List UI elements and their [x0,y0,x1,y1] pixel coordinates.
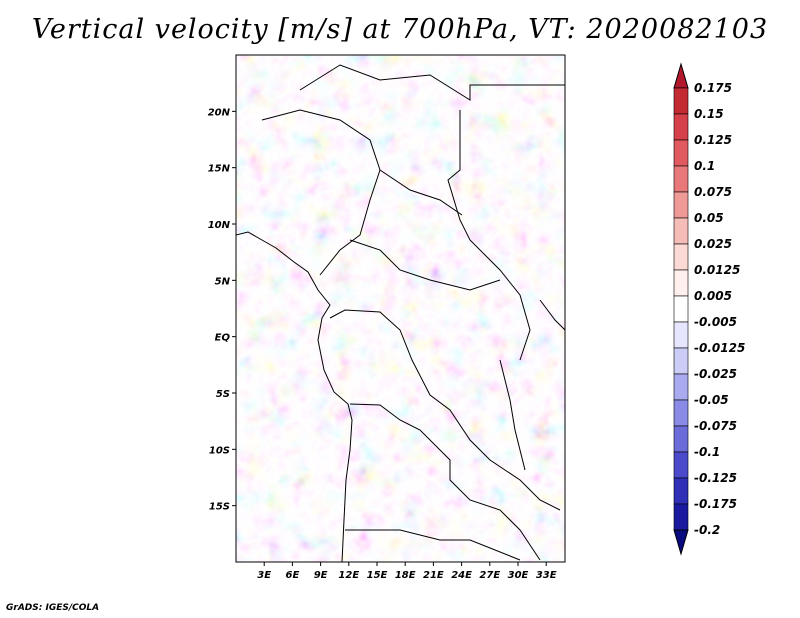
colorbar-box [673,139,689,167]
colorbar-label: -0.05 [694,393,729,407]
lon-label: 30E [508,570,529,581]
colorbar-label: 0.1 [694,159,715,173]
colorbar-label: 0.125 [694,133,732,147]
colorbar-box [673,477,689,505]
colorbar-box [673,87,689,115]
lon-label: 33E [536,570,557,581]
lon-label: 21E [423,570,444,581]
velocity-field [236,55,565,562]
colorbar-label: -0.1 [694,445,720,459]
colorbar-box [673,347,689,375]
colorbar-box [673,243,689,271]
colorbar-box [673,425,689,453]
colorbar-label: 0.005 [694,289,732,303]
credit-label: GrADS: IGES/COLA [6,603,100,613]
lat-label: 10N [208,220,231,231]
lat-label: 5S [216,389,230,400]
colorbar-label: -0.2 [694,523,720,537]
lat-label: EQ [215,333,231,344]
lon-label: 6E [286,570,300,581]
lon-label: 24E [451,570,472,581]
lon-label: 15E [367,570,388,581]
latitude-axis: 20N 15N 10N 5N EQ 5S 10S 15S [208,107,236,513]
colorbar-label: 0.175 [694,81,732,95]
colorbar-label: 0.075 [694,185,732,199]
colorbar-bottom-arrow [673,529,689,556]
map-frame [235,54,566,563]
colorbar-top-arrow [673,62,689,89]
colorbar-label: -0.075 [694,419,737,433]
colorbar-label: 0.05 [694,211,724,225]
colorbar-label: -0.025 [694,367,737,381]
lat-label: 5N [215,276,231,287]
colorbar-label: -0.005 [694,315,737,329]
colorbar-label: -0.125 [694,471,737,485]
lat-label: 20N [208,107,231,118]
colorbar-box [673,217,689,245]
lon-label: 18E [395,570,416,581]
lon-label: 9E [314,570,328,581]
colorbar-box [673,451,689,479]
colorbar-box [673,399,689,427]
colorbar-box [673,269,689,297]
colorbar-box [673,295,689,323]
lon-label: 12E [338,570,359,581]
lon-label: 27E [479,570,500,581]
lat-label: 15S [209,502,230,513]
colorbar-box [673,373,689,401]
lon-label: 3E [257,570,271,581]
colorbar-label: 0.025 [694,237,732,251]
colorbar-box [673,503,689,531]
colorbar-box [673,165,689,193]
colorbar-label: 0.0125 [694,263,740,277]
colorbar-box [673,321,689,349]
colorbar: 0.175 0.15 0.125 0.1 0.075 0.05 0.025 0.0125 0.0… [673,62,745,556]
colorbar-label: -0.175 [694,497,737,511]
colorbar-box [673,113,689,141]
colorbar-label: 0.15 [694,107,724,121]
colorbar-box [673,191,689,219]
longitude-axis: 3E 6E 9E 12E 15E 18E 21E 24E 27E 30E 33E [257,562,557,581]
country-borders [236,64,565,562]
lat-label: 10S [209,445,230,456]
chart-title: Vertical velocity [m/s] at 700hPa, VT: 2… [31,14,769,45]
colorbar-label: -0.0125 [694,341,745,355]
lat-label: 15N [208,164,231,175]
